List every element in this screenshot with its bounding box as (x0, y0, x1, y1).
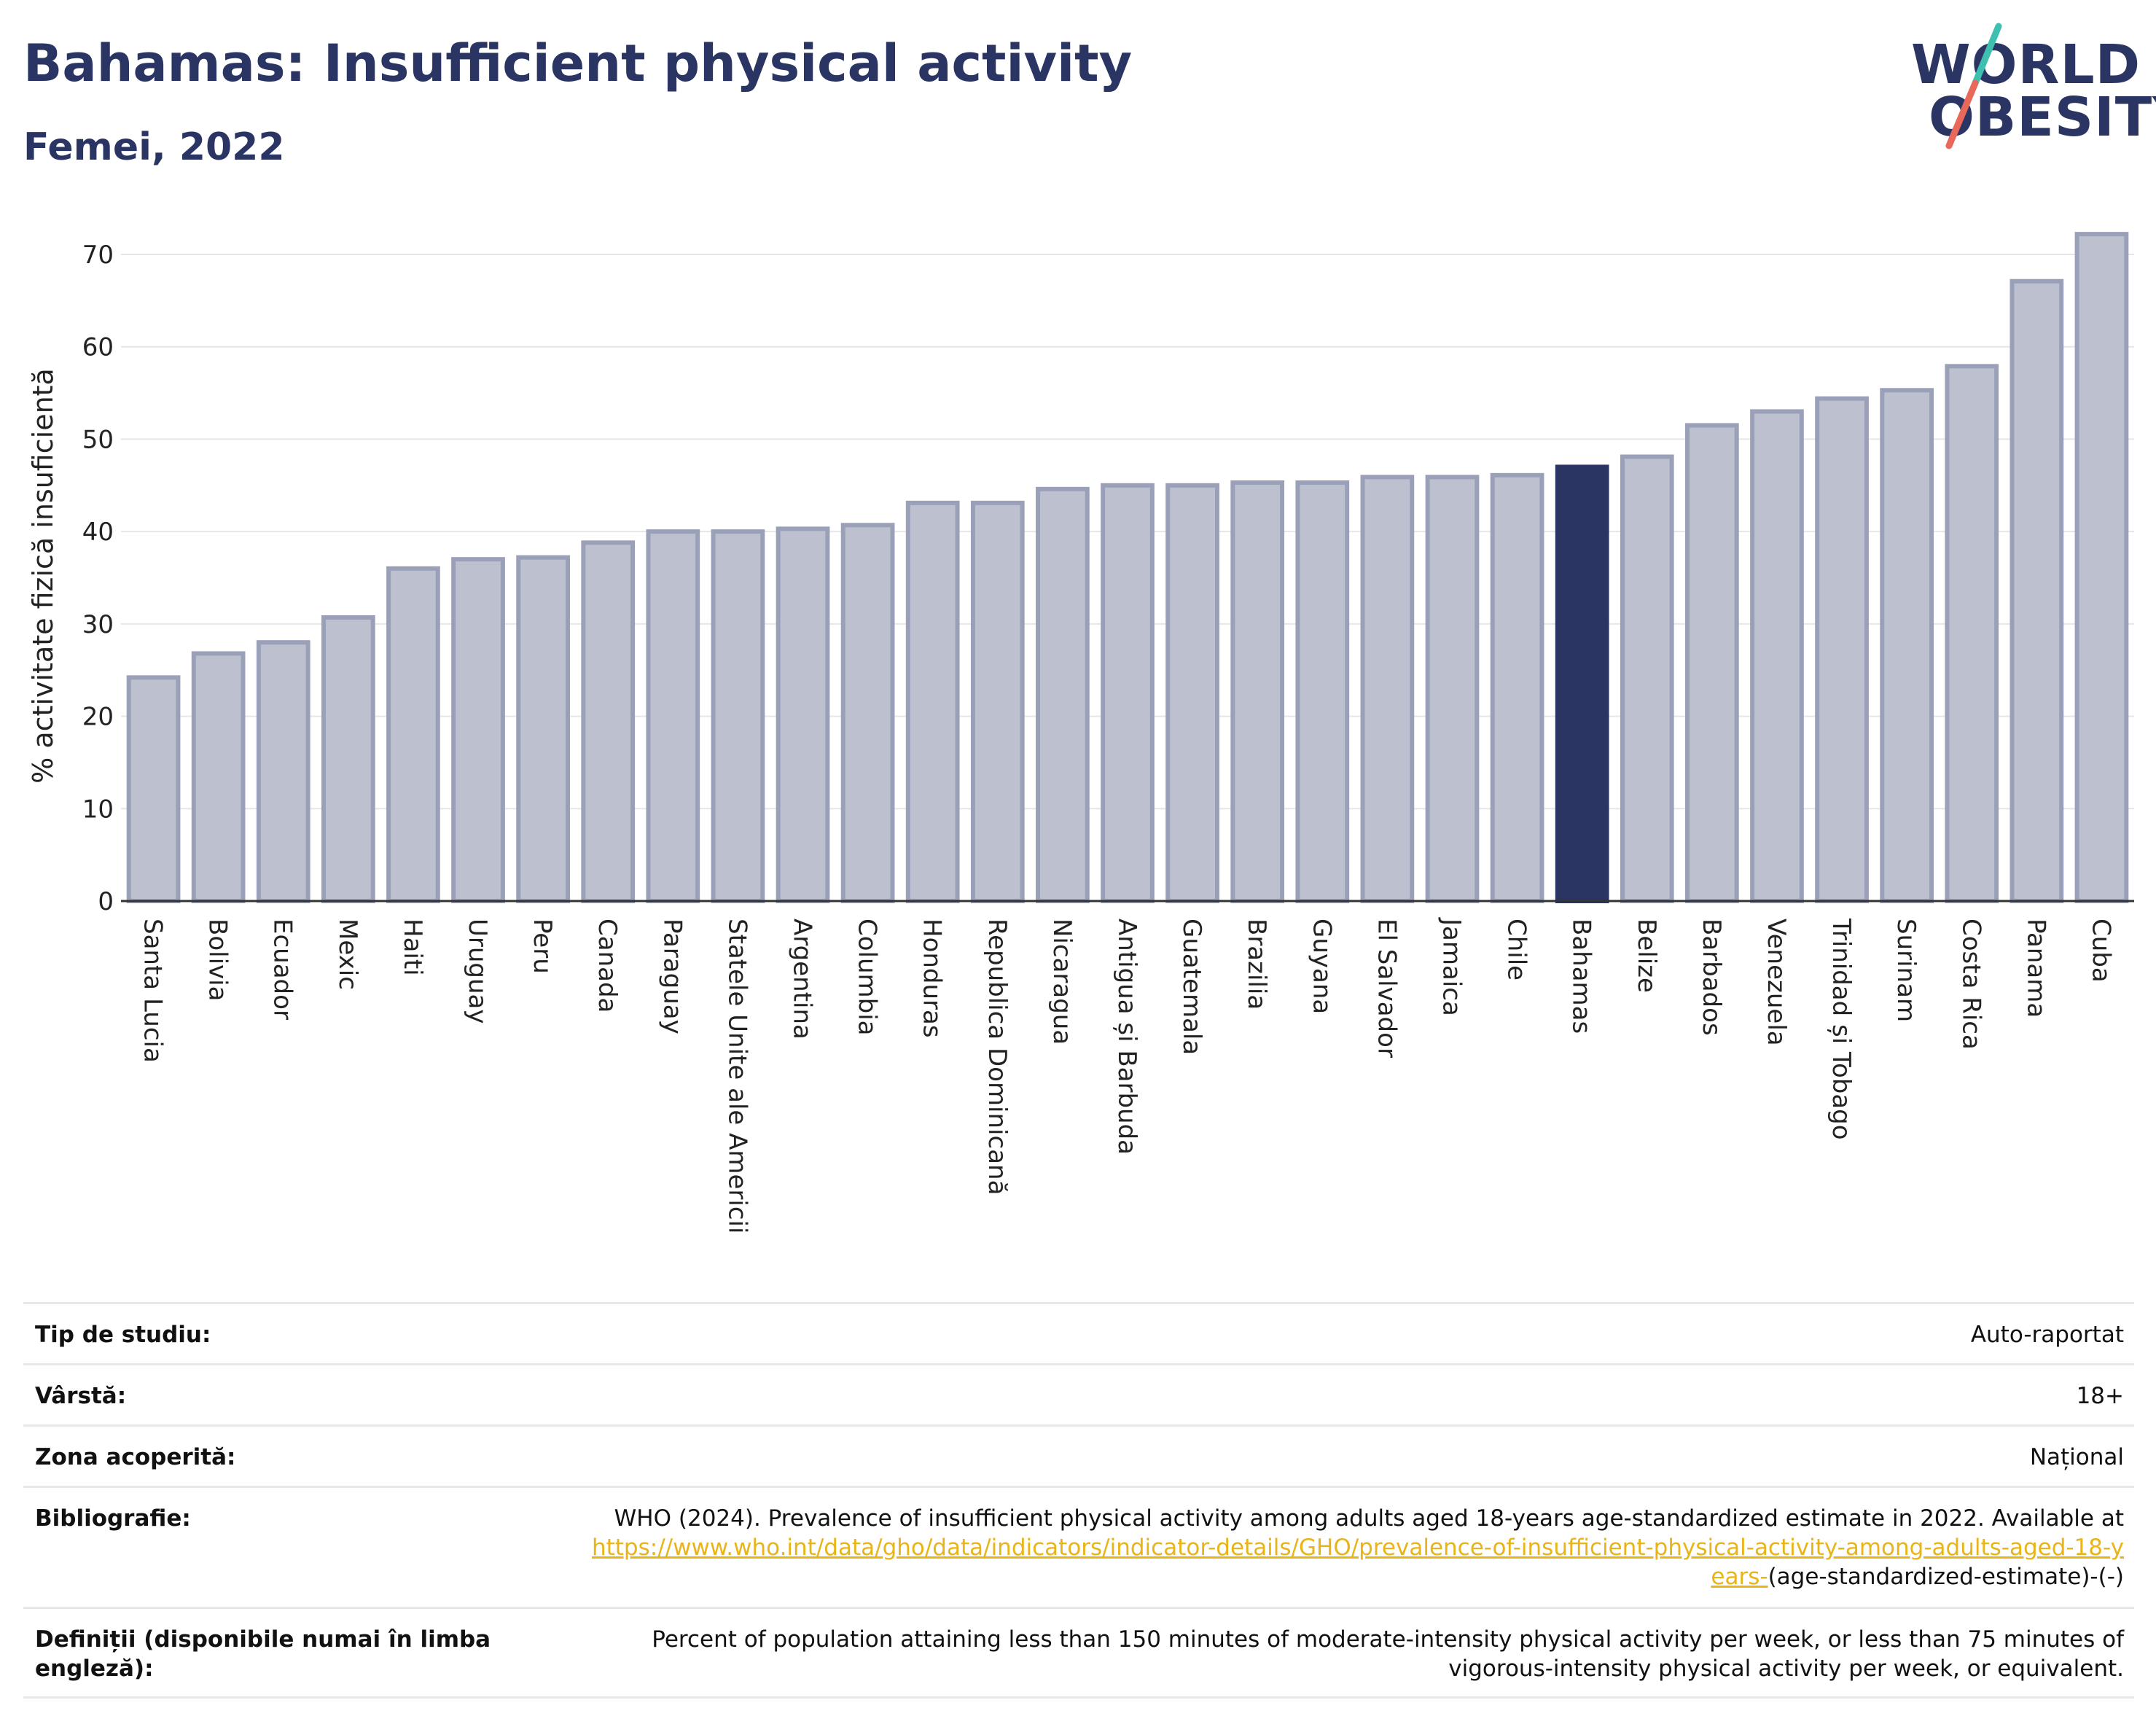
y-tick-label: 30 (82, 610, 114, 639)
meta-value: Național (2029, 1444, 2124, 1470)
y-tick-label: 70 (82, 241, 114, 270)
x-tick-label: Republica Dominicană (983, 919, 1012, 1195)
x-tick-label: Chile (1502, 919, 1531, 980)
x-tick-label: Haiti (398, 919, 427, 976)
x-tick-label: Columbia (853, 919, 882, 1036)
bibliography-text: WHO (2024). Prevalence of insufficient p… (614, 1505, 2124, 1532)
x-tick-label: El Salvador (1372, 919, 1401, 1058)
meta-label: Zona acoperită: (35, 1444, 236, 1470)
x-tick-label: Argentina (788, 919, 817, 1040)
bar-surinam (1880, 388, 1934, 903)
x-tick-label: Surinam (1891, 919, 1921, 1022)
x-tick-label: Mexic (333, 919, 362, 990)
x-tick-label: Guyana (1307, 919, 1336, 1014)
bar-jamaica (1425, 475, 1480, 903)
bar-canada (581, 540, 636, 903)
x-tick-label: Honduras (918, 919, 947, 1038)
page-title: Bahamas: Insufficient physical activity (23, 34, 1133, 93)
x-tick-label: Bolivia (203, 919, 233, 1001)
bar-guyana (1295, 480, 1350, 903)
y-tick-label: 40 (82, 518, 114, 547)
bar-paraguay (646, 529, 700, 904)
y-axis-label: % activitate fizică insuficientă (27, 368, 59, 784)
x-tick-label: Peru (528, 919, 557, 974)
bar-bolivia (191, 651, 246, 903)
x-tick-label: Cuba (2086, 919, 2115, 983)
x-tick-label: Bahamas (1567, 919, 1596, 1034)
bar-santa-lucia (126, 675, 181, 903)
bar-ecuador (256, 640, 310, 903)
bar-uruguay (451, 557, 505, 904)
x-tick-label: Nicaragua (1047, 919, 1077, 1045)
y-tick-label: 60 (82, 333, 114, 362)
x-axis-labels: Santa Lucia Bolivia Ecuador Mexic Haiti Urugu… (138, 917, 2116, 1233)
bar-barbados (1685, 423, 1739, 903)
bar-antigua-și-barbuda (1101, 483, 1155, 903)
meta-row-coverage: Zona acoperită: Național (23, 1424, 2134, 1486)
bar-statele-unite-ale-americii (711, 529, 765, 904)
x-tick-label: Trinidad și Tobago (1827, 918, 1856, 1140)
x-tick-label: Belize (1632, 919, 1661, 993)
x-tick-label: Ecuador (268, 919, 297, 1020)
meta-row-study-type: Tip de studiu: Auto-raportat (23, 1302, 2134, 1363)
logo-line-1: WORLD (1911, 34, 2141, 96)
x-tick-label: Uruguay (463, 919, 492, 1024)
bar-mexic (321, 615, 375, 903)
bar-cuba (2074, 232, 2129, 903)
world-obesity-logo: WORLD OBESITY (1902, 22, 2156, 153)
bar-brazilia (1230, 480, 1285, 903)
x-tick-label: Antigua și Barbuda (1112, 919, 1141, 1155)
meta-label: Tip de studiu: (35, 1322, 211, 1348)
meta-row-bibliography: Bibliografie: WHO (2024). Prevalence of … (23, 1486, 2134, 1607)
x-tick-label: Santa Lucia (138, 919, 168, 1063)
bar-costa-rica (1945, 364, 1999, 903)
bar-belize (1620, 454, 1674, 903)
x-tick-label: Jamaica (1437, 917, 1466, 1016)
bar-nicaragua (1036, 486, 1090, 903)
x-tick-label: Paraguay (657, 919, 687, 1034)
bar-argentina (776, 526, 830, 903)
bar-haiti (386, 566, 440, 903)
meta-row-definitions: Definiții (disponibile numai în limba en… (23, 1607, 2134, 1699)
x-tick-label: Brazilia (1242, 919, 1271, 1010)
page-subtitle: Femei, 2022 (23, 125, 285, 169)
y-axis-ticks: 0 10 20 30 40 50 60 70 (82, 241, 114, 916)
logo-slash-icon (1945, 23, 2002, 149)
meta-label: Bibliografie: (35, 1505, 191, 1532)
bar-guatemala (1165, 483, 1219, 903)
bar-honduras (905, 500, 960, 903)
bar-chart: 0 10 20 30 40 50 60 70 Santa Lucia Bolivia Ecuado… (27, 232, 2134, 1233)
x-tick-label: Venezuela (1762, 919, 1791, 1046)
x-tick-label: Guatemala (1177, 919, 1206, 1055)
meta-label: Vârstă: (35, 1383, 127, 1409)
bar-columbia (840, 523, 895, 903)
x-tick-label: Costa Rica (1956, 919, 1985, 1050)
metadata-table: Tip de studiu: Auto-raportat Vârstă: 18+… (23, 1302, 2134, 1699)
bar-el-salvador (1360, 475, 1415, 903)
meta-value: WHO (2024). Prevalence of insufficient p… (501, 1504, 2134, 1591)
bibliography-link[interactable]: https://www.who.int/data/gho/data/indica… (591, 1535, 2124, 1590)
bar-republica-dominicană (970, 500, 1025, 903)
x-tick-label: Canada (593, 919, 622, 1013)
x-tick-label: Barbados (1697, 919, 1726, 1036)
y-tick-label: 10 (82, 795, 114, 824)
y-tick-label: 0 (98, 887, 114, 916)
bar-chile (1490, 472, 1544, 903)
meta-value: Auto-raportat (1970, 1322, 2124, 1348)
bar-peru (516, 555, 570, 903)
x-tick-label: Statele Unite ale Americii (722, 919, 751, 1233)
meta-value: 18+ (2076, 1383, 2124, 1409)
meta-value: Percent of population attaining less tha… (652, 1626, 2124, 1682)
meta-row-age: Vârstă: 18+ (23, 1363, 2134, 1424)
bar-venezuela (1750, 409, 1804, 903)
bars (126, 232, 2129, 904)
meta-label: Definiții (disponibile numai în limba en… (35, 1626, 491, 1682)
bar-panama (2009, 278, 2064, 903)
y-tick-label: 20 (82, 703, 114, 732)
y-tick-label: 50 (82, 425, 114, 454)
x-tick-label: Panama (2021, 919, 2050, 1018)
bar-bahamas (1555, 464, 1609, 903)
bar-trinidad-și-tobago (1815, 396, 1869, 903)
bibliography-suffix: (age-standardized-estimate)-(-) (1768, 1564, 2124, 1590)
